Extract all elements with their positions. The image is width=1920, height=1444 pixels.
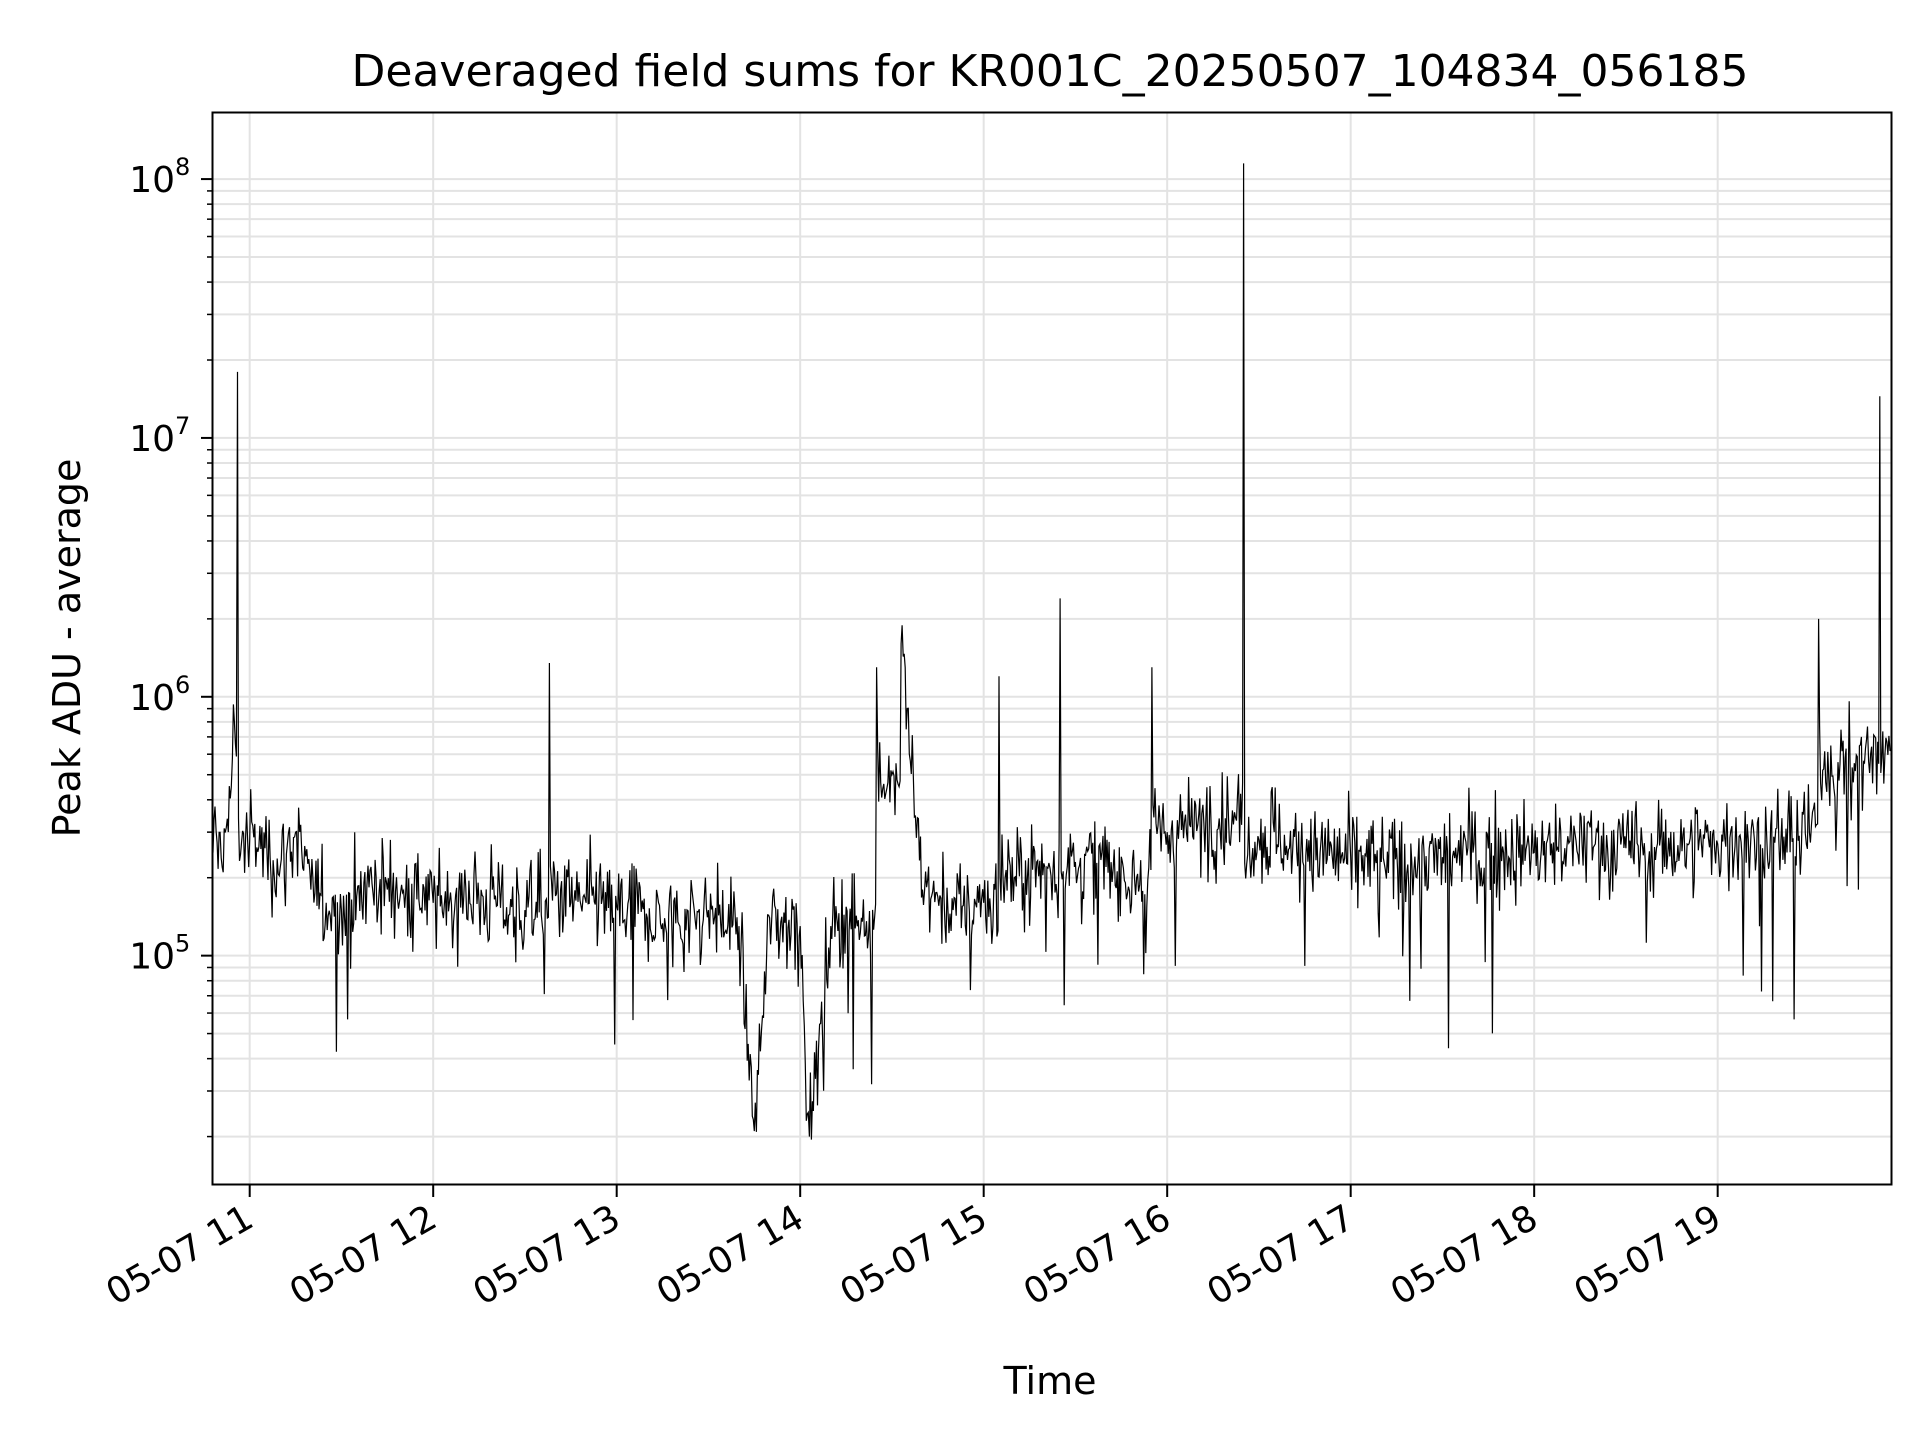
y-tick-base: 10 <box>129 937 175 978</box>
y-tick-base: 10 <box>129 160 175 201</box>
y-tick-exponent: 7 <box>175 412 190 440</box>
y-tick-label: 10 <box>129 160 175 201</box>
y-tick-base: 10 <box>129 678 175 719</box>
y-tick-base: 10 <box>129 419 175 460</box>
grid-layer <box>213 113 1892 1185</box>
x-axis-label: Time <box>1003 1359 1097 1403</box>
y-tick-label: 10 <box>129 937 175 978</box>
y-axis-label: Peak ADU - average <box>45 459 89 838</box>
chart-title: Deaveraged field sums for KR001C_2025050… <box>352 46 1749 97</box>
plot-frame <box>211 111 1893 1186</box>
y-tick-exponent: 8 <box>175 153 190 181</box>
y-tick-label: 10 <box>129 419 175 460</box>
y-tick-exponent: 5 <box>175 930 190 958</box>
plot-clip-group <box>213 163 1892 1140</box>
y-tick-exponent: 6 <box>175 671 190 699</box>
series-line <box>213 163 1892 1140</box>
y-tick-label: 10 <box>129 678 175 719</box>
